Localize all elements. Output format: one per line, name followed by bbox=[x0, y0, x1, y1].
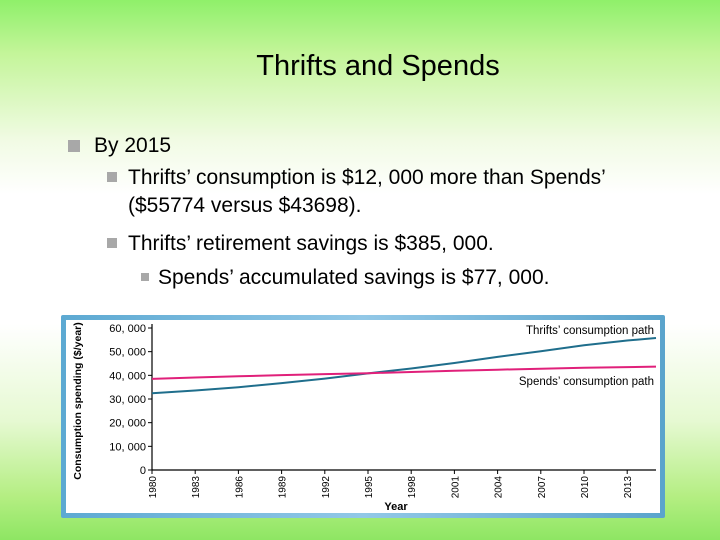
x-tick-label: 2013 bbox=[623, 476, 634, 499]
bullet-square-icon bbox=[68, 140, 80, 152]
y-tick-label: 60, 000 bbox=[109, 323, 146, 335]
x-tick-label: 2004 bbox=[494, 476, 505, 499]
series-label: Thrifts’ consumption path bbox=[526, 325, 654, 337]
x-tick-label: 1992 bbox=[321, 476, 332, 499]
chart-background bbox=[66, 320, 660, 513]
x-tick-label: 1989 bbox=[278, 476, 289, 499]
bullet-text: Thrifts’ retirement savings is $385, 000… bbox=[128, 232, 494, 255]
thrifts-consumption-line bbox=[151, 337, 657, 395]
y-tick-label: 20, 000 bbox=[109, 418, 146, 430]
x-tick-label: 1980 bbox=[148, 476, 159, 499]
y-tick-label: 30, 000 bbox=[109, 394, 146, 406]
spends-consumption-line bbox=[151, 365, 657, 380]
y-tick-label: 10, 000 bbox=[109, 441, 146, 453]
bullet-text: Spends’ accumulated savings is $77, 000. bbox=[158, 266, 550, 289]
bullet-square-icon bbox=[107, 238, 117, 248]
x-tick-label: 1986 bbox=[234, 476, 245, 499]
x-tick-label: 1983 bbox=[191, 476, 202, 499]
y-tick-label: 40, 000 bbox=[109, 370, 146, 382]
x-tick-label: 2010 bbox=[580, 476, 591, 499]
slide-title: Thrifts and Spends bbox=[256, 50, 500, 82]
y-axis-title: Consumption spending ($/year) bbox=[72, 322, 84, 480]
x-tick-label: 1998 bbox=[407, 476, 418, 499]
x-tick-label: 1995 bbox=[364, 476, 375, 499]
x-tick-label: 2007 bbox=[537, 476, 548, 499]
bullet-text: ($55774 versus $43698). bbox=[128, 194, 362, 217]
series-label: Spends’ consumption path bbox=[519, 376, 654, 388]
x-axis-title: Year bbox=[384, 501, 408, 513]
bullet-square-icon bbox=[107, 172, 117, 182]
y-tick-label: 0 bbox=[140, 465, 146, 477]
x-tick-label: 2001 bbox=[450, 476, 461, 499]
bullet-text: By 2015 bbox=[94, 134, 172, 157]
y-tick-label: 50, 000 bbox=[109, 347, 146, 359]
bullet-square-icon bbox=[141, 273, 149, 281]
bullet-text: Thrifts’ consumption is $12, 000 more th… bbox=[128, 166, 606, 189]
